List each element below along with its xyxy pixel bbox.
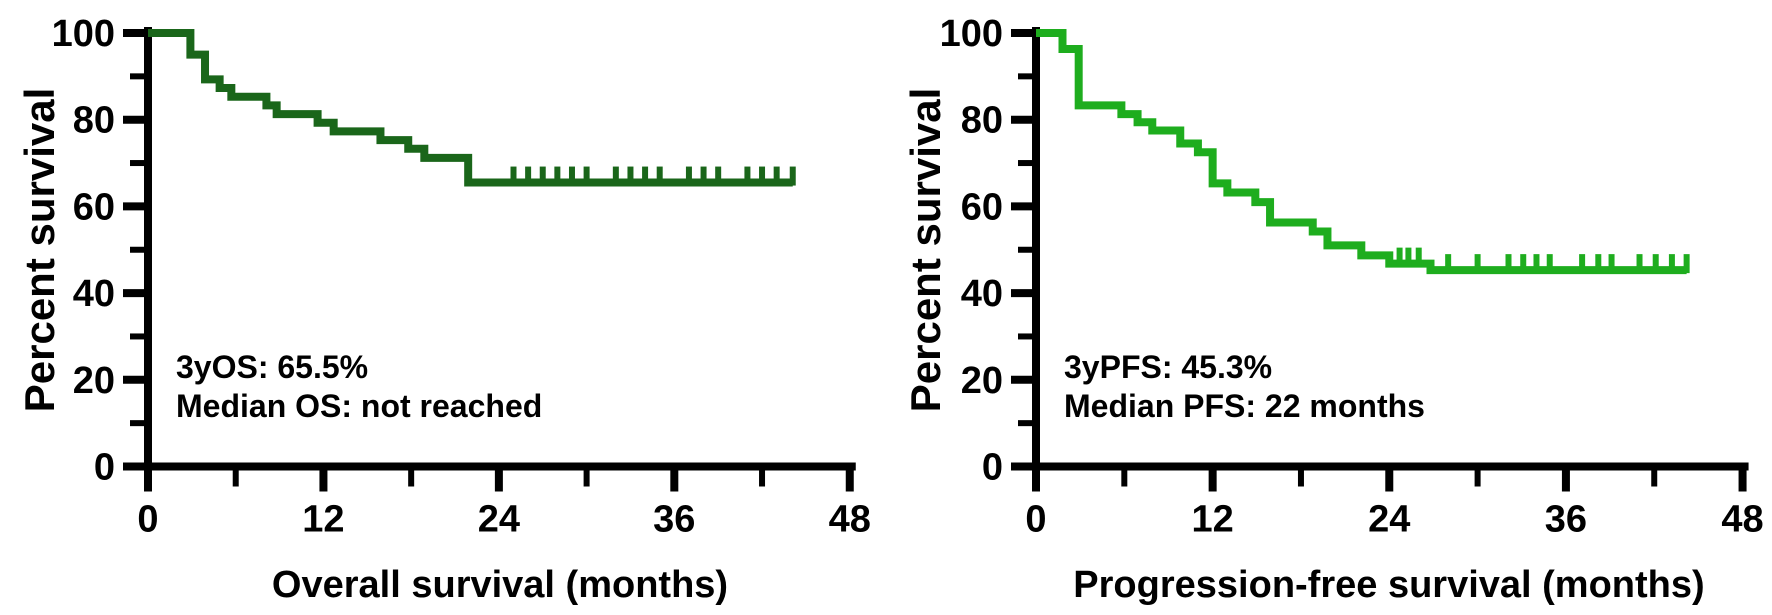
x-tick-label: 36 — [653, 499, 695, 541]
y-tick-label: 100 — [52, 13, 115, 55]
x-tick-label: 36 — [1545, 499, 1587, 541]
km-curve-pfs — [1036, 29, 1690, 275]
x-tick-label: 24 — [478, 499, 520, 541]
three-year-pfs-stat: 3yPFS: 45.3% — [1064, 349, 1273, 385]
y-tick-label: 80 — [961, 100, 1003, 142]
x-tick-label: 0 — [137, 499, 158, 541]
survival-step-curve — [148, 29, 793, 187]
y-tick-label: 40 — [73, 273, 115, 315]
y-axis-title: Percent survival — [902, 88, 949, 413]
overall-survival-panel: 0 20 40 60 80 100 0 12 24 36 48 Percent survival O… — [16, 13, 871, 606]
y-tick-label: 0 — [94, 447, 115, 489]
stats-annotation-pfs: 3yPFS: 45.3% Median PFS: 22 months — [1064, 348, 1425, 426]
x-tick-label: 48 — [1721, 499, 1763, 541]
x-tick-label: 0 — [1025, 499, 1046, 541]
y-tick-label: 0 — [982, 447, 1003, 489]
stats-annotation-os: 3yOS: 65.5% Median OS: not reached — [176, 348, 542, 426]
x-tick-label: 24 — [1368, 499, 1410, 541]
y-tick-label: 60 — [73, 186, 115, 228]
axes: 0 20 40 60 80 100 0 12 24 36 48 — [52, 13, 871, 541]
x-axis-title: Progression-free survival (months) — [1073, 564, 1704, 606]
progression-free-survival-panel: 0 20 40 60 80 100 0 12 24 36 48 Percent survival P… — [886, 0, 1772, 615]
median-os-stat: Median OS: not reached — [176, 388, 543, 424]
x-tick-label: 48 — [829, 499, 871, 541]
y-tick-label: 20 — [73, 360, 115, 402]
y-tick-label: 20 — [961, 360, 1003, 402]
km-curve-os — [148, 29, 796, 187]
y-tick-label: 100 — [940, 13, 1003, 55]
y-tick-label: 80 — [73, 100, 115, 142]
survival-step-curve — [1036, 29, 1687, 275]
y-tick-label: 40 — [961, 273, 1003, 315]
axes: 0 20 40 60 80 100 0 12 24 36 48 — [940, 13, 1764, 541]
y-axis-title: Percent survival — [16, 88, 63, 413]
progression-free-survival-chart: 0 20 40 60 80 100 0 12 24 36 48 Percent survival P… — [902, 13, 1764, 606]
overall-survival-chart: 0 20 40 60 80 100 0 12 24 36 48 Percent survival O… — [16, 13, 871, 606]
median-pfs-stat: Median PFS: 22 months — [1064, 388, 1425, 424]
x-tick-label: 12 — [1191, 499, 1233, 541]
y-tick-label: 60 — [961, 186, 1003, 228]
x-tick-label: 12 — [302, 499, 344, 541]
x-axis-title: Overall survival (months) — [272, 564, 728, 606]
three-year-os-stat: 3yOS: 65.5% — [176, 349, 369, 385]
